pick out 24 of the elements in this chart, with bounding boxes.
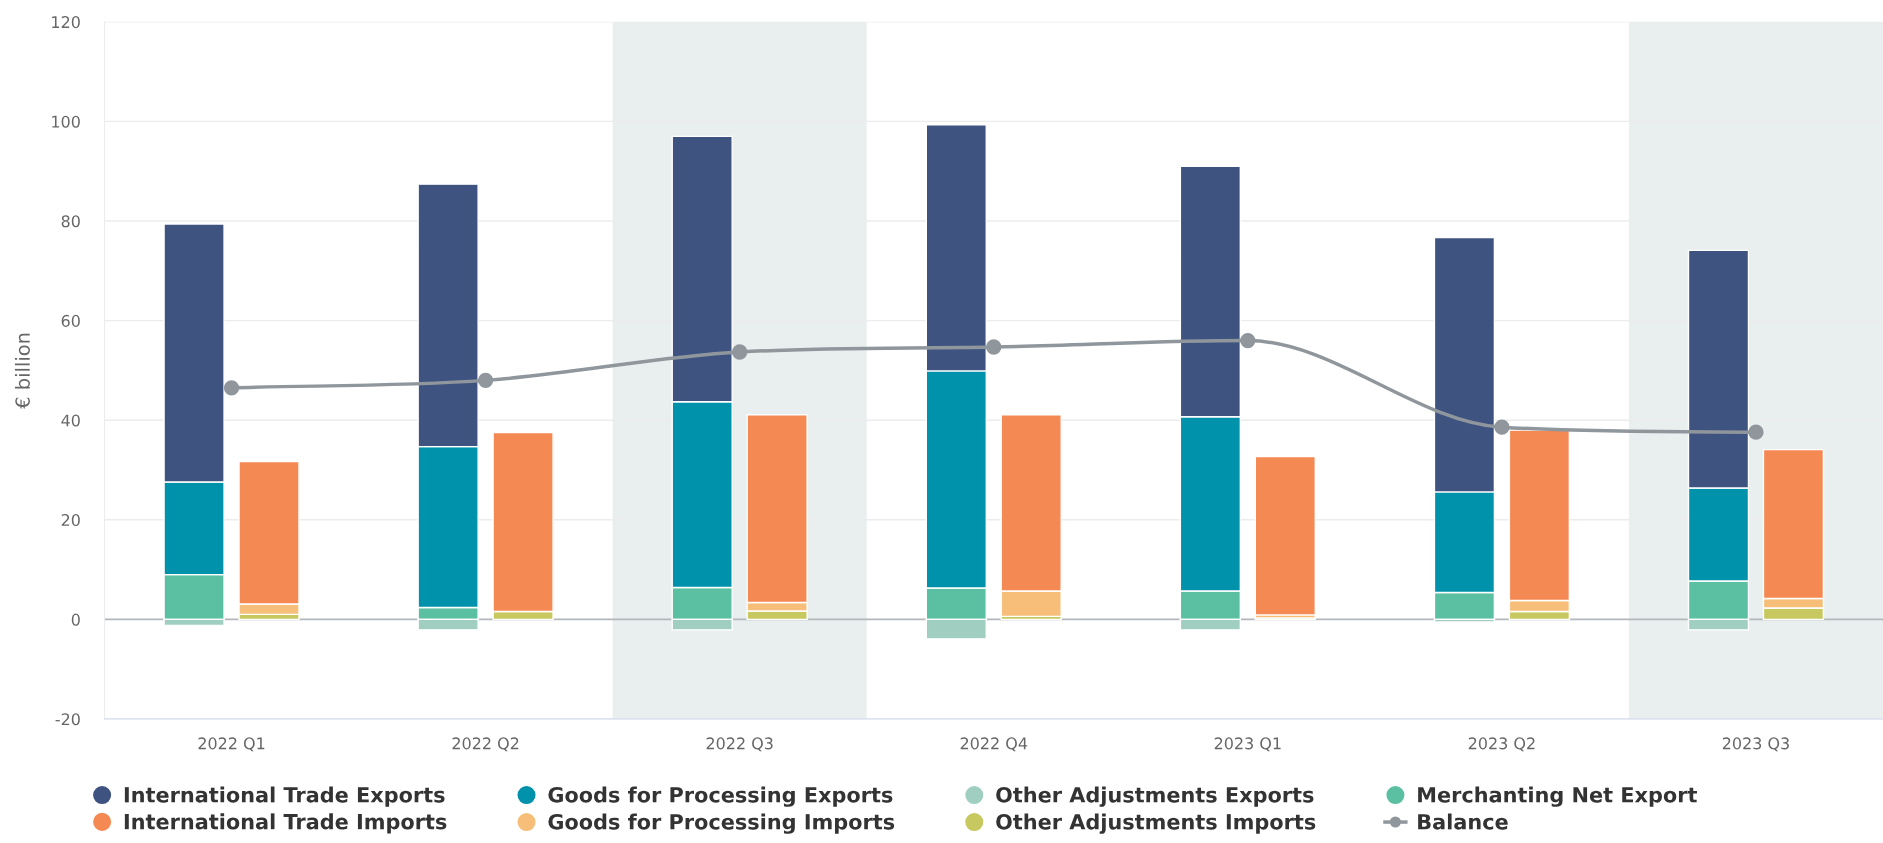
legend-label: Merchanting Net Export [1418,786,1697,807]
legend-label: Other Adjustments Exports [996,786,1314,807]
x-tick-label: 2022 Q3 [706,737,773,752]
y-tick-label: 0 [71,613,80,626]
x-tick-label: 2023 Q1 [1214,737,1281,752]
x-tick-label: 2023 Q3 [1722,737,1789,752]
legend-label: International Trade Exports [124,786,445,807]
x-tick-label: 2022 Q1 [198,737,265,752]
legend-label: Other Adjustments Imports [996,813,1316,834]
legend-label: Goods for Processing Imports [548,813,895,834]
y-tick-label: 100 [52,115,80,128]
x-tick-label: 2023 Q2 [1468,737,1535,752]
y-tick-label: 120 [52,16,80,29]
x-tick-label: 2022 Q2 [452,737,519,752]
legend-label: Balance [1418,813,1508,830]
y-axis-title: € billion [14,333,30,409]
y-tick-label: 80 [61,215,80,228]
x-tick-label: 2022 Q4 [960,737,1028,752]
y-tick-label: -20 [55,713,80,726]
y-tick-label: 40 [61,414,80,427]
legend-label: Goods for Processing Exports [548,786,893,807]
y-tick-label: 60 [61,314,80,327]
y-tick-label: 20 [61,514,80,527]
legend-label: International Trade Imports [124,813,447,834]
